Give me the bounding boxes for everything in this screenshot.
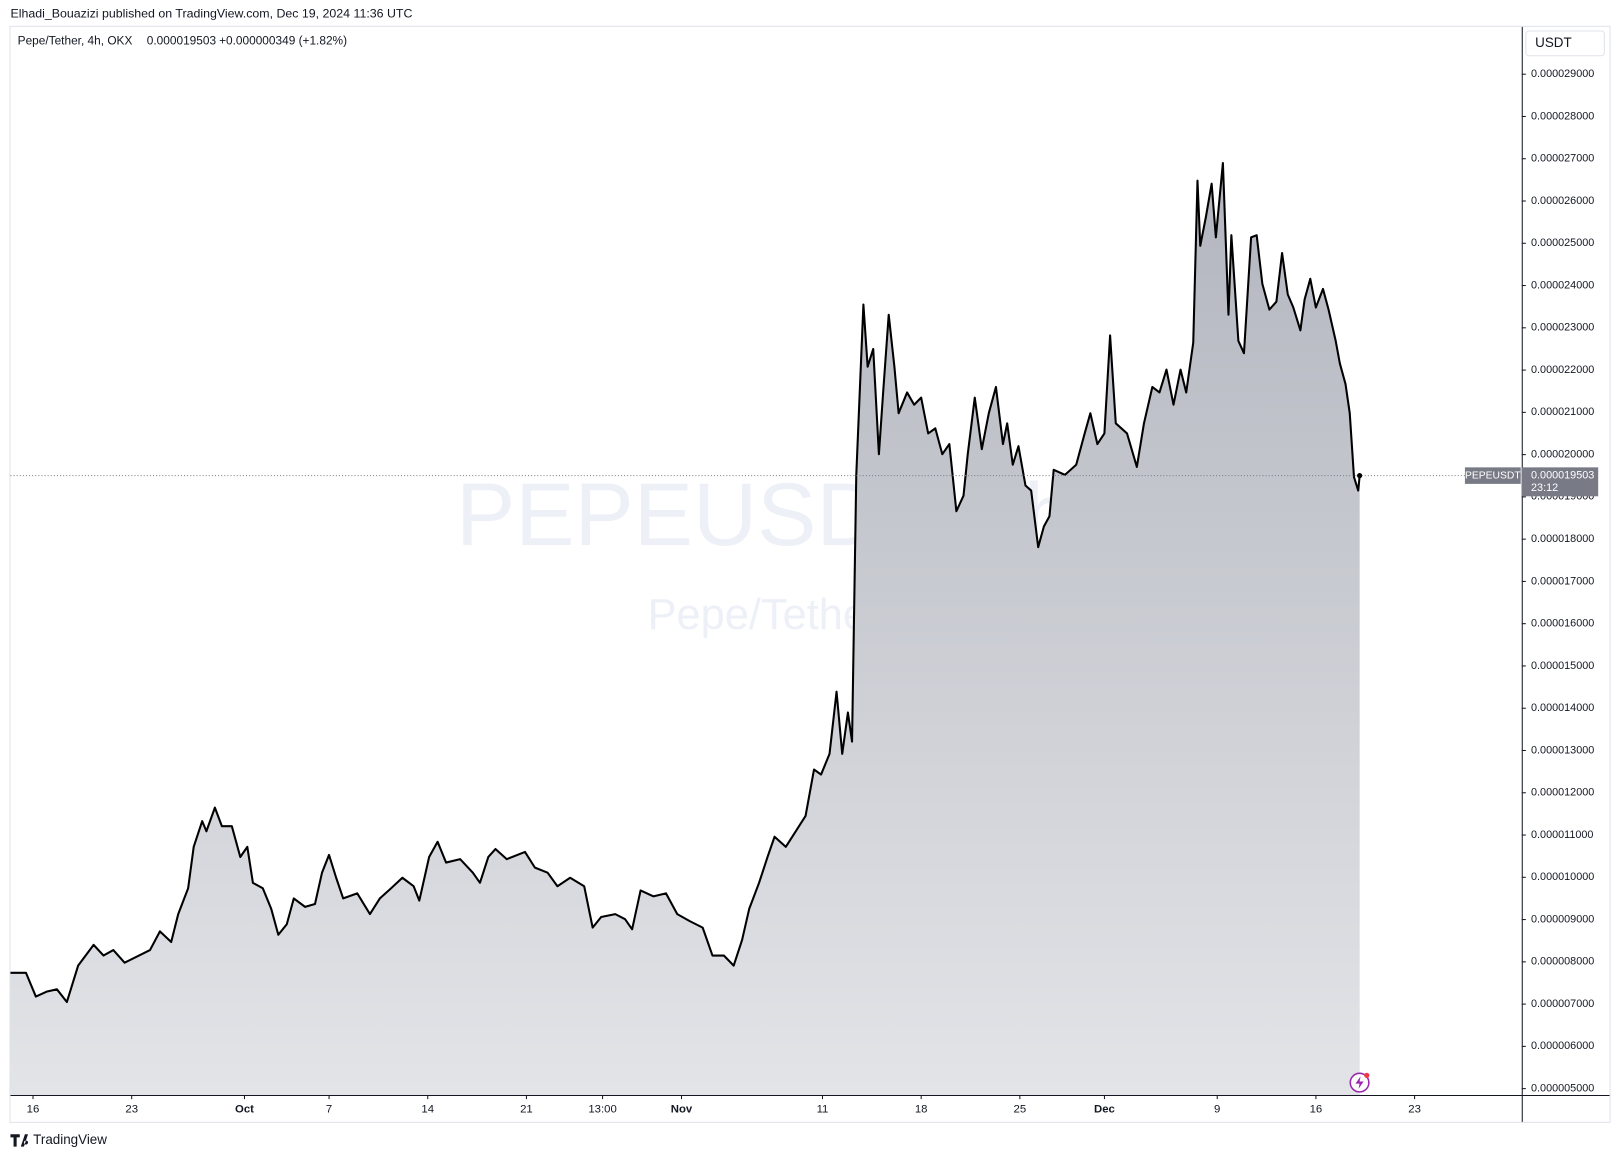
brand-logo[interactable]: TradingView — [10, 1132, 107, 1147]
price-tag — [1521, 467, 1599, 497]
y-tick-label: 0.000018000 — [1531, 533, 1594, 545]
y-tick-label: 0.000008000 — [1531, 956, 1594, 968]
x-tick-label: 9 — [1214, 1103, 1220, 1115]
y-tick-label: 0.000016000 — [1531, 618, 1594, 630]
plot — [10, 161, 1522, 1095]
symbol-tag — [1464, 467, 1521, 484]
currency-button[interactable] — [1525, 30, 1605, 57]
x-tick-label: 13:00 — [588, 1103, 616, 1115]
y-tick-label: 0.000015000 — [1531, 660, 1594, 672]
price-line — [10, 161, 1361, 1004]
symbol-tag-label: PEPEUSDT — [1465, 470, 1521, 481]
y-tick-label: 0.000007000 — [1531, 998, 1594, 1010]
y-tick-label: 0.000021000 — [1531, 406, 1594, 418]
brand-name[interactable]: TradingView — [33, 1132, 107, 1147]
y-tick-label: 0.000022000 — [1531, 364, 1594, 376]
x-tick-label: 7 — [326, 1103, 332, 1115]
published-note: Elhadi_Bouazizi published on TradingView… — [10, 7, 412, 21]
y-tick-label: 0.000012000 — [1531, 787, 1594, 799]
price-change: +0.000000349 (+1.82%) — [219, 33, 347, 47]
y-tick-label: 0.000009000 — [1531, 913, 1594, 925]
x-tick-label: 16 — [27, 1103, 40, 1115]
price-tag-countdown: 23:12 — [1531, 482, 1558, 494]
y-tick-label: 0.000010000 — [1531, 871, 1594, 883]
y-tick-label: 0.000028000 — [1531, 110, 1594, 122]
x-tick-label: 25 — [1014, 1103, 1027, 1115]
y-tick-label: 0.000024000 — [1531, 279, 1594, 291]
y-tick-label: 0.000023000 — [1531, 322, 1594, 334]
y-tick-label: 0.000020000 — [1531, 448, 1594, 460]
x-tick-label: 16 — [1310, 1103, 1323, 1115]
last-price: 0.000019503 — [147, 33, 217, 47]
y-tick-label: 0.000026000 — [1531, 195, 1594, 207]
currency-label[interactable]: USDT — [1535, 35, 1572, 50]
x-tick-label: 14 — [421, 1103, 434, 1115]
symbol-title: Pepe/Tether, 4h, OKX — [18, 33, 133, 47]
watermark-subtitle: Pepe/Tether — [648, 591, 882, 639]
x-tick-label: 23 — [125, 1103, 138, 1115]
price-tag-value: 0.000019503 — [1531, 469, 1594, 481]
lightning-icon[interactable] — [1349, 1072, 1370, 1093]
last-point — [1357, 473, 1363, 479]
y-tick-label: 0.000011000 — [1531, 829, 1593, 841]
x-tick-label: Dec — [1094, 1103, 1115, 1115]
x-tick-label: Oct — [235, 1103, 254, 1115]
area-fill — [10, 163, 1360, 1095]
x-tick-label: 23 — [1408, 1103, 1421, 1115]
chart-frame — [9, 25, 1611, 1123]
y-tick-label: 0.000006000 — [1531, 1040, 1594, 1052]
y-tick-label: 0.000029000 — [1531, 68, 1594, 80]
y-tick-label: 0.000017000 — [1531, 575, 1594, 587]
y-tick-label: 0.000005000 — [1531, 1083, 1594, 1095]
x-tick-label: Nov — [671, 1103, 693, 1115]
y-tick-label: 0.000025000 — [1531, 237, 1594, 249]
y-tick-label: 0.000019000 — [1531, 491, 1594, 503]
y-tick-label: 0.000013000 — [1531, 744, 1594, 756]
x-tick-label: 21 — [520, 1103, 533, 1115]
x-tick-label: 18 — [915, 1103, 928, 1115]
symbol-legend: Pepe/Tether, 4h, OKX 0.000019503 +0.0000… — [18, 33, 347, 47]
y-tick-label: 0.000027000 — [1531, 153, 1594, 165]
y-tick-label: 0.000014000 — [1531, 702, 1594, 714]
x-tick-label: 11 — [817, 1103, 829, 1115]
